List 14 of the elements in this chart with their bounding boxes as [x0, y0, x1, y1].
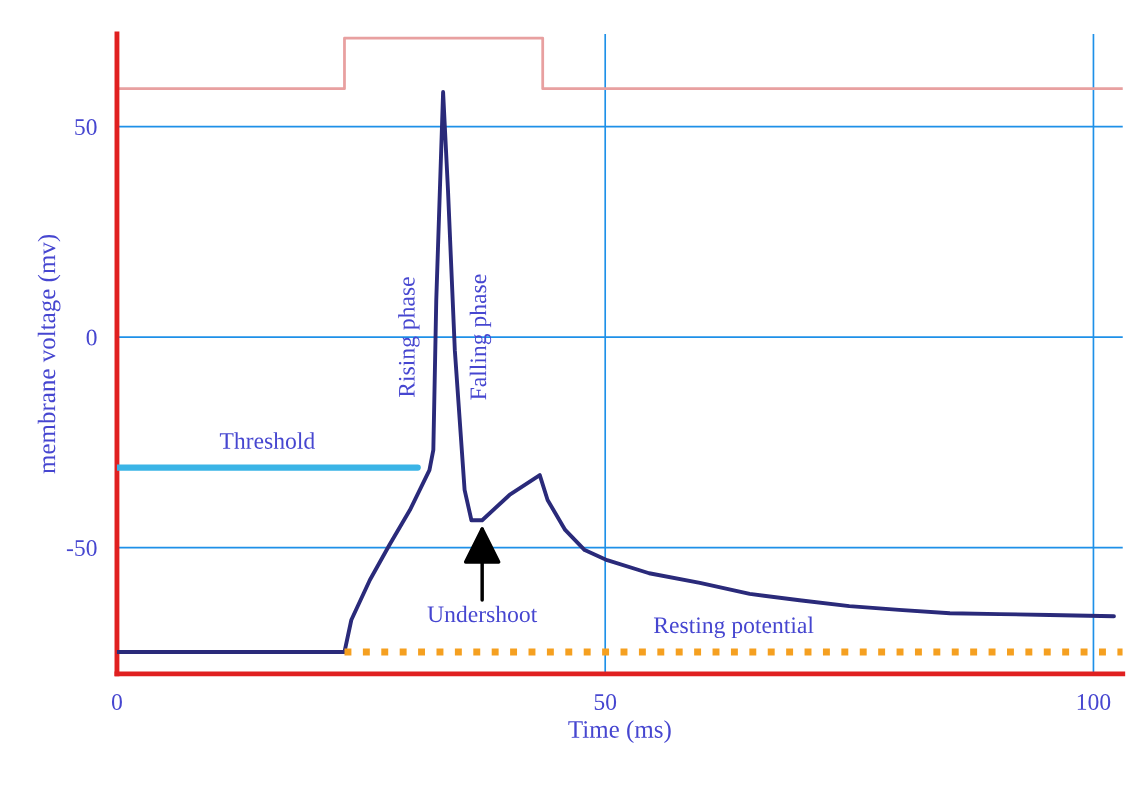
line-series — [116, 90, 1116, 654]
annotation: Rising phase — [398, 277, 420, 398]
y-tick-label: -50 — [66, 540, 97, 556]
y-tick-label: 0 — [86, 329, 97, 346]
annotation: Undershoot — [427, 605, 538, 623]
x-tick-label: 0 — [111, 694, 122, 710]
series-label: Threshold — [219, 432, 315, 449]
annotation: Falling phase — [469, 274, 492, 400]
series-label: Resting potential — [653, 616, 814, 639]
x-tick-label: 100 — [1077, 694, 1111, 710]
x-tick-label: 50 — [594, 694, 617, 710]
y-tick-label: 50 — [75, 119, 97, 136]
x-axis-title: Time (ms) — [568, 720, 671, 743]
y-axis-title: membrane voltage (mv) — [37, 234, 61, 474]
